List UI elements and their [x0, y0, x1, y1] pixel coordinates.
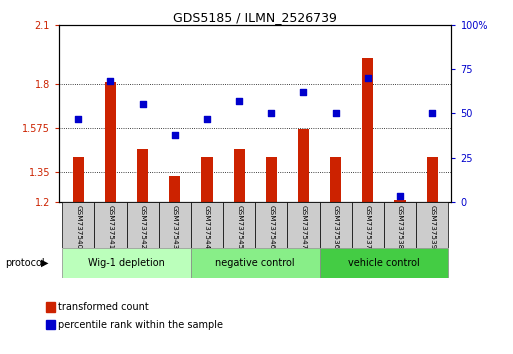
Text: GSM737545: GSM737545	[236, 205, 242, 250]
Bar	[416, 202, 448, 248]
Text: GSM737543: GSM737543	[172, 205, 178, 250]
Point	[106, 79, 114, 84]
Point	[203, 116, 211, 121]
Point	[396, 194, 404, 199]
Bar	[320, 248, 448, 278]
Bar	[266, 156, 277, 202]
Text: negative control: negative control	[215, 258, 295, 268]
Point	[235, 98, 243, 104]
Point	[139, 102, 147, 107]
Bar	[394, 200, 406, 202]
Bar	[201, 156, 212, 202]
Bar	[320, 202, 352, 248]
Bar	[62, 248, 191, 278]
Title: GDS5185 / ILMN_2526739: GDS5185 / ILMN_2526739	[173, 11, 337, 24]
Bar	[127, 202, 159, 248]
Bar	[191, 202, 223, 248]
Point	[300, 89, 308, 95]
Bar	[223, 202, 255, 248]
Point	[364, 75, 372, 81]
Text: GSM737536: GSM737536	[332, 205, 339, 250]
Bar	[191, 248, 320, 278]
Text: GSM737546: GSM737546	[268, 205, 274, 250]
Point	[171, 132, 179, 137]
Text: GSM737540: GSM737540	[75, 205, 81, 250]
Bar	[330, 156, 341, 202]
Point	[74, 116, 83, 121]
Text: transformed count: transformed count	[58, 302, 149, 312]
Text: GSM737547: GSM737547	[301, 205, 306, 250]
Bar	[255, 202, 287, 248]
Point	[331, 110, 340, 116]
Bar	[73, 156, 84, 202]
Bar	[233, 149, 245, 202]
Bar	[384, 202, 416, 248]
Text: ▶: ▶	[42, 258, 49, 268]
Bar	[362, 58, 373, 202]
Text: vehicle control: vehicle control	[348, 258, 420, 268]
Bar	[62, 202, 94, 248]
Text: protocol: protocol	[5, 258, 45, 268]
Point	[267, 110, 275, 116]
Text: Wig-1 depletion: Wig-1 depletion	[88, 258, 165, 268]
Text: GSM737539: GSM737539	[429, 205, 435, 250]
Bar	[352, 202, 384, 248]
Bar	[426, 156, 438, 202]
Bar	[94, 202, 127, 248]
Bar	[105, 82, 116, 202]
Text: GSM737537: GSM737537	[365, 205, 371, 250]
Bar	[137, 149, 148, 202]
Bar	[298, 129, 309, 202]
Text: percentile rank within the sample: percentile rank within the sample	[58, 320, 224, 330]
Text: GSM737542: GSM737542	[140, 205, 146, 250]
Bar	[159, 202, 191, 248]
Bar	[287, 202, 320, 248]
Bar	[169, 176, 181, 202]
Text: GSM737544: GSM737544	[204, 205, 210, 250]
Text: GSM737538: GSM737538	[397, 205, 403, 250]
Text: GSM737541: GSM737541	[107, 205, 113, 250]
Point	[428, 110, 436, 116]
